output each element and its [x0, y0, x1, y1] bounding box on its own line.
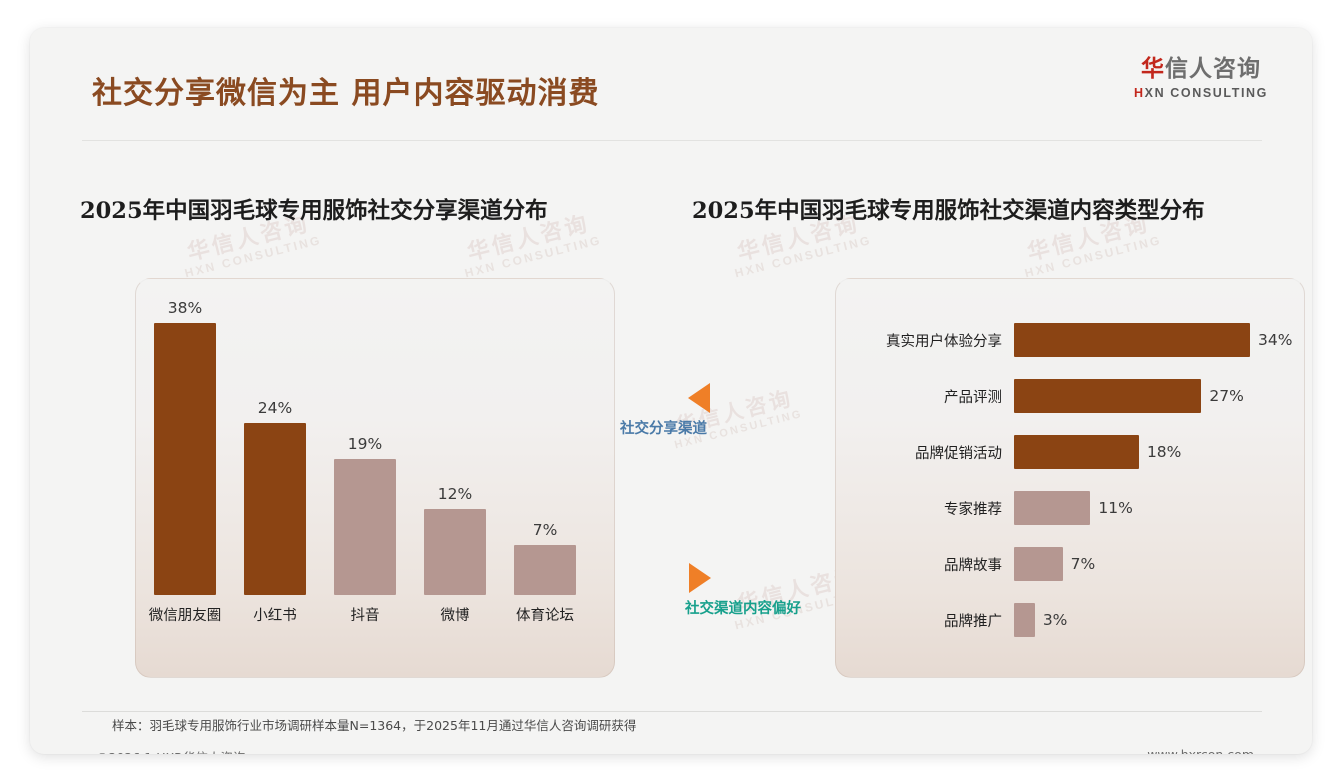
triangle-right-icon	[689, 563, 711, 593]
bar-category-label: 体育论坛	[516, 608, 574, 624]
annotation-share-channel-label: 社交分享渠道	[620, 421, 707, 437]
bar-category-label: 小红书	[253, 608, 297, 624]
bar-group: 38% 微信朋友圈	[149, 299, 222, 624]
bar-row: 真实用户体验分享 34%	[836, 323, 1304, 357]
chart-title-left: 2025年中国羽毛球专用服饰社交分享渠道分布	[80, 198, 548, 224]
chart-title-right: 2025年中国羽毛球专用服饰社交渠道内容类型分布	[692, 198, 1205, 224]
header-divider	[82, 140, 1262, 141]
bar-value-label: 11%	[1098, 499, 1133, 517]
bar-category-label: 品牌故事	[944, 557, 1002, 574]
sample-footnote: 样本：羽毛球专用服饰行业市场调研样本量N=1364，于2025年11月通过华信人…	[112, 718, 637, 733]
watermark-english: HXN CONSULTING	[183, 233, 324, 281]
bar-group: 7% 体育论坛	[514, 521, 576, 624]
bar-row: 专家推荐 11%	[836, 491, 1304, 525]
bar-category-label: 真实用户体验分享	[886, 333, 1002, 350]
logo-english-accent: H	[1134, 86, 1145, 100]
bar[interactable]	[334, 459, 396, 595]
logo-chinese-accent: 华	[1141, 56, 1165, 82]
bar-group: 12% 微博	[424, 485, 486, 624]
bar-value-label: 3%	[1042, 611, 1068, 629]
bar-value-label: 27%	[1209, 387, 1244, 405]
footer-divider	[82, 711, 1262, 712]
bar-value-label: 34%	[1258, 331, 1293, 349]
bar-value-label: 19%	[347, 435, 383, 453]
bar-category-label: 专家推荐	[944, 501, 1002, 518]
bar[interactable]	[1014, 547, 1063, 581]
bar[interactable]	[244, 423, 306, 595]
bar[interactable]	[1014, 379, 1202, 413]
bar-row: 产品评测 27%	[836, 379, 1304, 413]
bar[interactable]	[154, 323, 216, 595]
logo-english: HXN CONSULTING	[1134, 87, 1268, 100]
bar-category-label: 品牌推广	[944, 613, 1002, 630]
bar[interactable]	[424, 509, 486, 595]
bar-value-label: 7%	[532, 520, 558, 539]
bar[interactable]	[1014, 603, 1035, 637]
bar[interactable]	[1014, 435, 1139, 469]
logo-english-rest: XN CONSULTING	[1144, 86, 1268, 100]
footer-copyright: ©2026.1 HXR华信人咨询	[96, 747, 245, 754]
bar-value-label: 12%	[437, 485, 473, 504]
bar-value-label: 18%	[1146, 443, 1182, 461]
bar-value-label: 24%	[257, 399, 293, 418]
logo-chinese-rest: 信人咨询	[1165, 56, 1261, 82]
watermark-english: HXN CONSULTING	[463, 233, 604, 281]
bar[interactable]	[1014, 323, 1250, 357]
company-logo: 华信人咨询 HXN CONSULTING	[1134, 58, 1268, 100]
bar[interactable]	[1014, 491, 1091, 525]
bar-group: 19% 抖音	[334, 435, 396, 624]
bar-category-label: 品牌促销活动	[915, 445, 1002, 462]
chart-card-right: 真实用户体验分享 34% 产品评测 27% 品牌促销活动 18% 专家推荐 11% 品牌故事 7%…	[835, 278, 1305, 678]
annotation-share-channel: 社交分享渠道	[620, 383, 710, 438]
bar-group: 24% 小红书	[244, 399, 306, 624]
bar-value-label: 7%	[1070, 555, 1096, 573]
horizontal-bar-chart: 真实用户体验分享 34% 产品评测 27% 品牌促销活动 18% 专家推荐 11% 品牌故事 7%…	[836, 279, 1304, 677]
bar-category-label: 抖音	[350, 608, 380, 624]
footer-website[interactable]: www.hxrcon.com	[1147, 747, 1254, 754]
annotation-content-preference-label: 社交渠道内容偏好	[685, 601, 801, 617]
watermark-english: HXN CONSULTING	[1023, 233, 1164, 281]
chart-card-left: 38% 微信朋友圈 24% 小红书 19% 抖音 12% 微博 7% 体育论坛	[135, 278, 615, 678]
bar-value-label: 38%	[167, 299, 203, 317]
watermark-english: HXN CONSULTING	[733, 233, 874, 281]
slide-canvas: 华信人咨询 HXN CONSULTING 华信人咨询 HXN CONSULTING 华信…	[30, 28, 1312, 754]
bar-category-label: 微博	[440, 608, 470, 624]
bar-category-label: 微信朋友圈	[148, 608, 222, 624]
bar-row: 品牌故事 7%	[836, 547, 1304, 581]
page-title: 社交分享微信为主 用户内容驱动消费	[92, 76, 600, 111]
annotation-content-preference: 社交渠道内容偏好	[685, 563, 801, 618]
vertical-bar-chart: 38% 微信朋友圈 24% 小红书 19% 抖音 12% 微博 7% 体育论坛	[136, 279, 614, 677]
bar-row: 品牌促销活动 18%	[836, 435, 1304, 469]
logo-chinese: 华信人咨询	[1134, 58, 1268, 81]
bar-row: 品牌推广 3%	[836, 603, 1304, 637]
bar[interactable]	[514, 544, 576, 595]
triangle-left-icon	[688, 383, 710, 413]
bar-category-label: 产品评测	[944, 389, 1002, 406]
